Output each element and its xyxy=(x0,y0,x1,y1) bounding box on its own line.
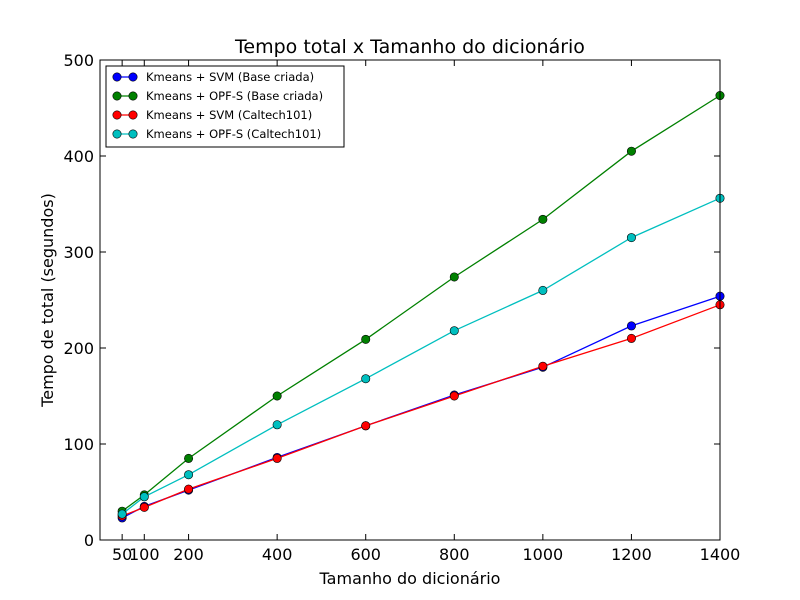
x-tick-label-5: 800 xyxy=(439,545,470,564)
data-point-1-2 xyxy=(184,453,194,463)
data-point-0-7 xyxy=(626,321,636,331)
data-point-3-2 xyxy=(184,470,194,480)
x-tick-label-3: 400 xyxy=(262,545,293,564)
legend-label-3: Kmeans + OPF-S (Caltech101) xyxy=(146,127,321,141)
data-point-1-4 xyxy=(361,334,371,344)
y-axis: 0 100 200 300 400 500 xyxy=(63,51,720,550)
legend-marker-1 xyxy=(112,91,122,101)
data-point-1-3 xyxy=(272,391,282,401)
data-point-1-7 xyxy=(626,146,636,156)
data-point-3-3 xyxy=(272,420,282,430)
x-tick-label-4: 600 xyxy=(350,545,381,564)
legend-label-0: Kmeans + SVM (Base criada) xyxy=(146,70,314,84)
data-point-1-6 xyxy=(538,214,548,224)
data-point-3-0 xyxy=(117,509,127,519)
legend-marker-end-1 xyxy=(128,91,138,101)
y-tick-label-2: 200 xyxy=(63,339,94,358)
data-point-3-4 xyxy=(361,374,371,384)
series-line-3 xyxy=(121,197,721,515)
x-axis-label: Tamanho do dicionário xyxy=(319,569,501,588)
legend-box xyxy=(105,65,345,148)
y-tick-label-1: 100 xyxy=(63,435,94,454)
data-point-2-3 xyxy=(272,453,282,463)
y-tick-label-5: 500 xyxy=(63,51,94,70)
y-axis-label: Tempo de total (segundos) xyxy=(38,193,57,408)
data-point-2-7 xyxy=(626,333,636,343)
x-tick-label-8: 1400 xyxy=(700,545,741,564)
chart-title: Tempo total x Tamanho do dicionário xyxy=(234,36,585,58)
legend-marker-end-3 xyxy=(128,129,138,139)
data-point-3-1 xyxy=(139,492,149,502)
y-tick-label-0: 0 xyxy=(84,531,94,550)
data-point-3-7 xyxy=(626,233,636,243)
x-tick-label-0: 50 xyxy=(112,545,132,564)
legend: Kmeans + SVM (Base criada) Kmeans + OPF-S… xyxy=(105,65,345,148)
series-line-1 xyxy=(121,94,721,512)
x-tick-label-1: 100 xyxy=(129,545,160,564)
data-point-3-5 xyxy=(449,326,459,336)
data-point-2-1 xyxy=(139,502,149,512)
x-tick-label-2: 200 xyxy=(173,545,204,564)
plot-frame xyxy=(99,59,721,541)
legend-marker-end-0 xyxy=(128,72,138,82)
plot-area xyxy=(99,59,725,541)
y-tick-label-4: 400 xyxy=(63,147,94,166)
x-tick-label-6: 1000 xyxy=(522,545,563,564)
legend-marker-end-2 xyxy=(128,110,138,120)
legend-marker-0 xyxy=(112,72,122,82)
data-point-2-5 xyxy=(449,391,459,401)
data-point-2-6 xyxy=(538,361,548,371)
x-tick-label-7: 1200 xyxy=(611,545,652,564)
legend-marker-2 xyxy=(112,110,122,120)
data-point-2-4 xyxy=(361,421,371,431)
legend-marker-3 xyxy=(112,129,122,139)
data-point-3-6 xyxy=(538,285,548,295)
y-tick-label-3: 300 xyxy=(63,243,94,262)
legend-label-2: Kmeans + SVM (Caltech101) xyxy=(146,108,312,122)
data-point-2-2 xyxy=(184,484,194,494)
legend-label-1: Kmeans + OPF-S (Base criada) xyxy=(146,89,323,103)
data-point-1-5 xyxy=(449,272,459,282)
